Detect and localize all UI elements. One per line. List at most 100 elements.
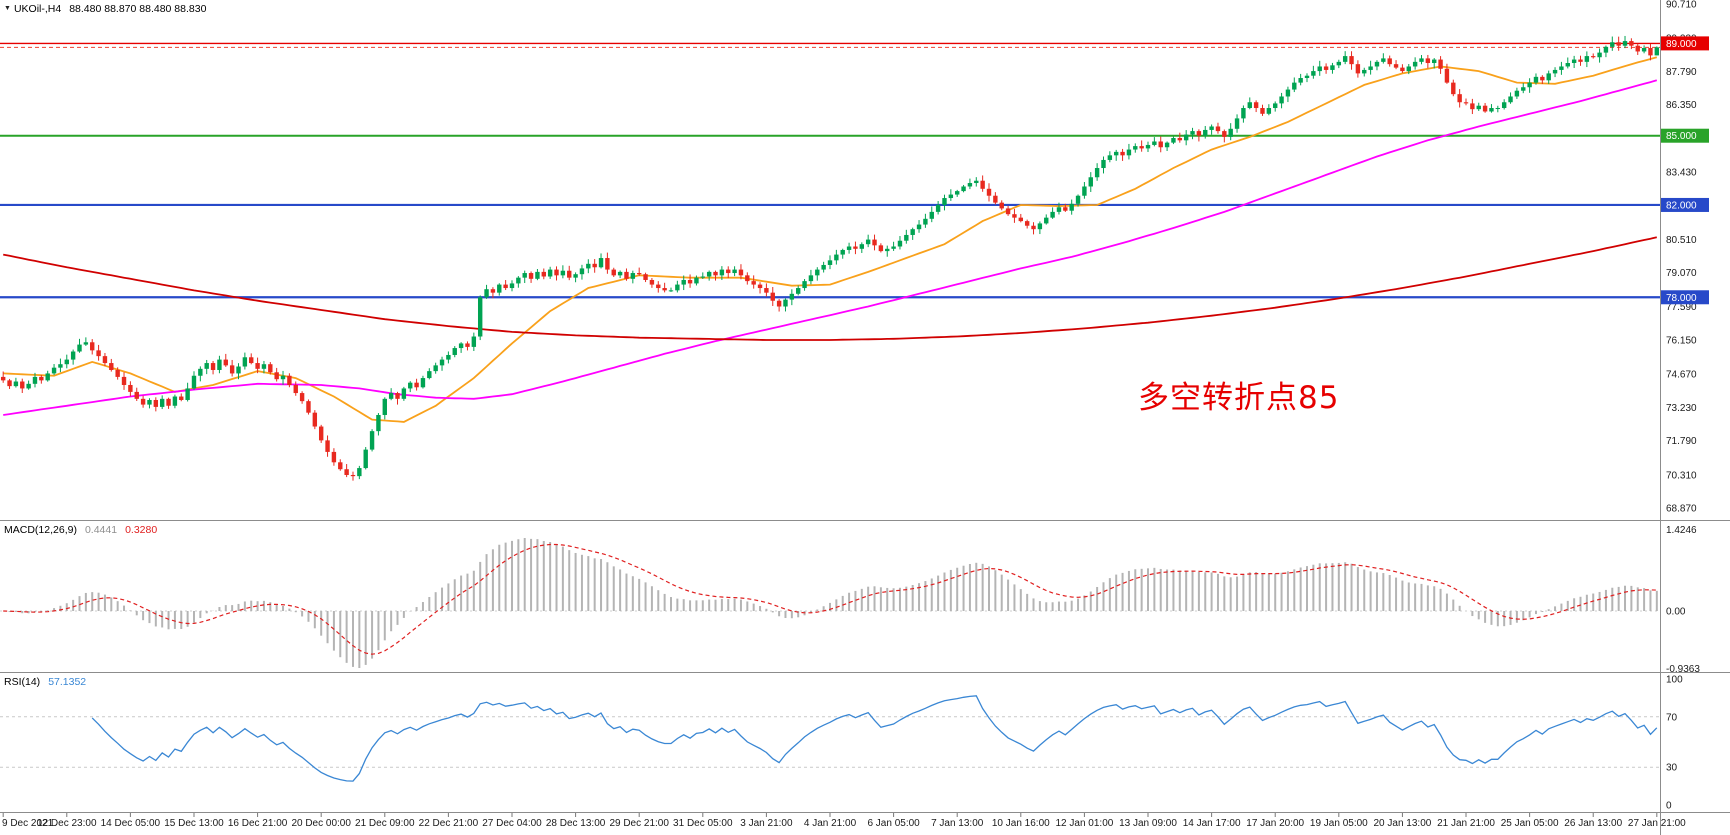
candle <box>929 211 934 219</box>
candle <box>649 279 655 285</box>
candle <box>955 191 960 195</box>
rsi-line <box>91 695 1658 782</box>
candle <box>121 376 127 385</box>
candle <box>338 462 343 470</box>
candle <box>166 398 171 406</box>
price-axis[interactable] <box>1660 0 1730 835</box>
candle <box>815 269 820 276</box>
candle <box>1571 59 1577 64</box>
candle <box>458 343 464 349</box>
candle <box>1317 66 1322 72</box>
candle <box>45 373 50 381</box>
time-axis-label: 7 Jan 13:00 <box>931 818 984 829</box>
candle <box>90 342 95 351</box>
candle <box>783 299 788 307</box>
candle <box>706 271 712 277</box>
candle <box>1164 142 1170 148</box>
candle <box>1406 66 1411 72</box>
price-badge: 85.000 <box>1661 128 1709 143</box>
candle <box>592 263 597 268</box>
candle <box>484 289 489 298</box>
candle <box>32 376 38 384</box>
candle <box>1044 217 1049 224</box>
candle <box>1597 52 1602 58</box>
price-badge: 82.000 <box>1661 197 1709 212</box>
candle <box>1311 71 1316 76</box>
candle <box>865 239 871 245</box>
candle <box>1088 177 1093 187</box>
candle <box>1527 82 1532 88</box>
time-axis-label: 10 Jan 16:00 <box>992 818 1050 829</box>
candle <box>388 393 394 399</box>
candle <box>840 249 845 255</box>
price-tick-label: 79.070 <box>1666 268 1697 279</box>
candle <box>1279 96 1284 104</box>
candle <box>808 275 814 282</box>
candle <box>128 384 133 392</box>
time-axis-label: 13 Jan 09:00 <box>1119 818 1177 829</box>
candle <box>795 288 801 294</box>
candle <box>0 376 6 381</box>
candle <box>528 273 534 279</box>
candle <box>1635 45 1640 52</box>
candle <box>579 268 585 275</box>
candle <box>1005 208 1011 215</box>
candle <box>1037 223 1043 230</box>
time-axis-label: 31 Dec 05:00 <box>673 818 733 829</box>
candle <box>1610 42 1615 47</box>
candle <box>147 399 152 405</box>
candle <box>1285 89 1291 97</box>
candle <box>872 239 877 246</box>
time-axis-label: 14 Jan 17:00 <box>1183 818 1241 829</box>
time-axis-label: 21 Jan 21:00 <box>1437 818 1495 829</box>
candle <box>363 449 368 469</box>
time-axis-label: 29 Dec 21:00 <box>609 818 669 829</box>
ma-line-mid <box>3 79 1658 416</box>
macd-histogram <box>8 537 1658 668</box>
candle <box>1323 66 1329 70</box>
candle <box>986 188 992 196</box>
candle <box>668 290 674 292</box>
candle <box>1393 64 1399 68</box>
candle <box>1063 207 1068 211</box>
symbol-timeframe-label: UKOil-,H4 <box>13 3 62 15</box>
candle <box>630 273 636 279</box>
rsi-axis-label: 0 <box>1666 801 1672 812</box>
price-tick-label: 71.790 <box>1666 436 1697 447</box>
candle <box>1336 61 1342 66</box>
candle <box>1012 214 1017 218</box>
candle <box>318 426 324 441</box>
time-axis-label: 6 Jan 05:00 <box>867 818 920 829</box>
candle <box>1171 138 1176 143</box>
candle <box>821 264 826 270</box>
candle <box>605 258 610 270</box>
candle <box>885 248 890 252</box>
macd-axis-label: 0.00 <box>1666 607 1686 618</box>
candle <box>1018 217 1024 222</box>
candle <box>916 224 922 230</box>
candle <box>891 246 896 249</box>
candle <box>204 363 209 369</box>
macd-axis-label: -0.9363 <box>1666 664 1700 675</box>
candle <box>1387 58 1392 65</box>
price-badge: 89.000 <box>1661 36 1709 51</box>
candle <box>522 273 527 278</box>
candle <box>1355 64 1361 74</box>
candle <box>357 468 362 477</box>
candle <box>64 359 69 365</box>
candle <box>1050 211 1055 218</box>
candle <box>1342 56 1348 62</box>
macd-value-main: 0.4441 <box>84 524 118 536</box>
price-tick-label: 68.870 <box>1666 503 1697 514</box>
candle <box>185 388 190 400</box>
time-axis-label: 26 Jan 13:00 <box>1564 818 1622 829</box>
time-axis-label: 4 Jan 21:00 <box>804 818 857 829</box>
time-axis-label: 3 Jan 21:00 <box>740 818 793 829</box>
candle <box>255 363 260 369</box>
candle <box>1419 58 1424 62</box>
candle <box>344 469 349 475</box>
candle <box>1094 168 1100 178</box>
